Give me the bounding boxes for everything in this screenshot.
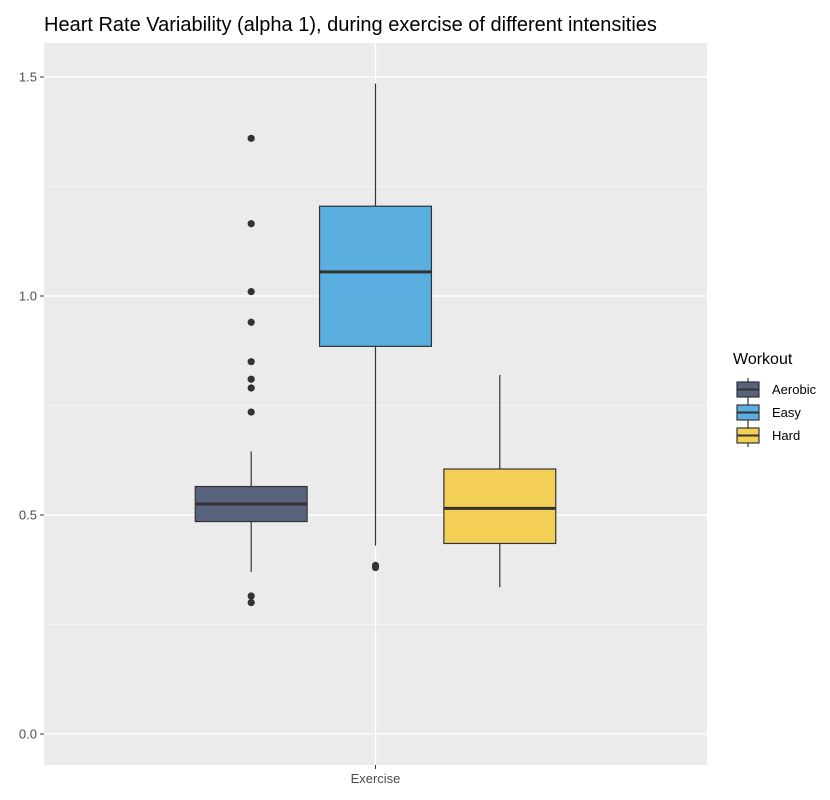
outlier-point [247,318,255,326]
iqr-box [318,205,433,347]
outlier-point [247,592,255,600]
box-hard [443,374,557,588]
outlier-point [247,134,255,142]
boxes [194,83,557,607]
y-tick-label: 0.0 [19,727,37,742]
y-tick-label: 0.5 [19,508,37,523]
outlier-point [247,375,255,383]
chart-title: Heart Rate Variability (alpha 1), during… [44,14,657,36]
legend-title: Workout [733,351,793,368]
outlier-point [247,599,255,607]
legend-label: Easy [772,405,801,420]
outlier-point [247,408,255,416]
outlier-point [247,220,255,228]
y-tick-label: 1.5 [19,70,37,85]
y-axis: 0.0 0.5 1.0 1.5 [19,70,44,742]
legend-item-easy: Easy [736,401,801,424]
legend-label: Aerobic [772,382,817,397]
y-tick-label: 1.0 [19,289,37,304]
iqr-box [443,468,557,545]
outlier-point [371,563,380,572]
legend-item-hard: Hard [736,424,800,447]
legend-item-aerobic: Aerobic [736,378,817,401]
x-axis: Exercise [351,765,401,786]
legend-label: Hard [772,428,800,443]
box-easy [318,83,433,572]
outlier-point [247,288,255,296]
outlier-point [247,358,255,366]
legend: Workout Aerobic Easy Hard [733,351,817,447]
x-tick-label: Exercise [351,771,401,786]
box-aerobic [194,134,308,607]
outlier-point [247,384,255,392]
